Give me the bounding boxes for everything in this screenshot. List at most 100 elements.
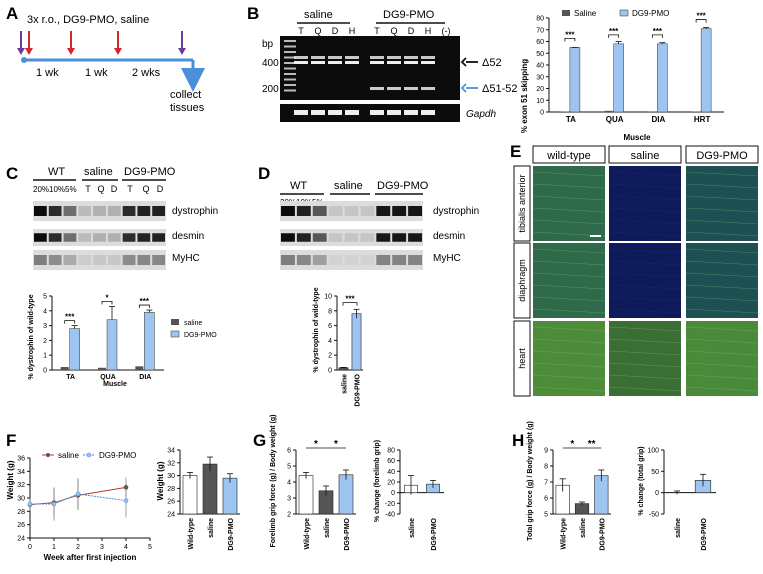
chart-b-cat-2: DIA xyxy=(651,115,665,124)
chart-f1-legend-dg9: DG9-PMO xyxy=(99,451,136,460)
blot-c-band-1-5 xyxy=(107,233,121,242)
ladder-band-4 xyxy=(284,62,296,64)
band-label-d5152: Δ51-52 xyxy=(482,83,517,95)
if-texture-0-1-2 xyxy=(608,195,682,201)
if-texture-1-0-0 xyxy=(532,248,606,254)
chart-d-dystrophin: % dystrophin of wild-type 0 2 4 6 8 10 saline D… xyxy=(313,287,363,407)
chart-c-legend-swatch-saline xyxy=(171,319,179,325)
if-texture-2-1-3 xyxy=(608,362,682,368)
if-col-header-box-2 xyxy=(685,145,759,164)
chart-d-cat-0: saline xyxy=(342,374,349,394)
blot-d-band-2-6 xyxy=(376,255,391,265)
if-texture-1-1-0 xyxy=(608,248,682,254)
if-texture-2-0-3 xyxy=(532,362,606,368)
chart-c-legend-dg9: DG9-PMO xyxy=(184,332,217,339)
band-upper-5 xyxy=(387,56,401,59)
blot-c-wt-label: WT xyxy=(48,166,65,178)
blot-c-group-saline: saline xyxy=(84,166,113,178)
if-texture-2-0-1 xyxy=(532,338,606,344)
chart-g1-ytick-label-0: 2 xyxy=(287,512,291,519)
chart-g1-cat-1: saline xyxy=(324,518,331,538)
blot-c-strip-2 xyxy=(33,250,166,270)
gel-lane-2: D xyxy=(332,26,339,36)
blot-c-band-1-8 xyxy=(152,233,165,242)
chart-c-bar-saline-2 xyxy=(135,366,144,370)
chart-d-sig: *** xyxy=(345,295,355,304)
if-texture-0-2-3 xyxy=(685,207,759,213)
blot-d-band-0-4 xyxy=(344,206,359,216)
gel-lane-5: Q xyxy=(390,26,397,36)
chart-b-ytick-label-1: 10 xyxy=(536,98,544,105)
blot-d-band-0-0 xyxy=(281,206,295,216)
chart-d-ytick-label-4: 8 xyxy=(328,308,332,315)
blot-d-band-1-4 xyxy=(344,233,359,242)
chart-f1-xlabel: Week after first injection xyxy=(44,553,137,562)
chart-g1-sig-1: * xyxy=(334,439,338,450)
gel-lane-1: Q xyxy=(314,26,321,36)
if-texture-0-2-5 xyxy=(685,231,759,237)
blot-c-wt-lane-2: 10% xyxy=(49,185,65,194)
chart-g1-ytick-label-3: 5 xyxy=(287,464,291,471)
ladder-band-3 xyxy=(284,56,296,59)
band-gapdh-4 xyxy=(370,110,384,115)
chart-h2-ytick-label-0: -50 xyxy=(649,512,659,519)
chart-h1-ytick-label-2: 7 xyxy=(544,480,548,487)
gel-lane-labels: T Q D H T Q D H (-) xyxy=(298,26,450,36)
blot-d-band-0-3 xyxy=(328,206,343,216)
band-d52-4 xyxy=(370,61,384,64)
ladder-band-2 xyxy=(284,51,296,53)
chart-c-bar-dg9-0 xyxy=(69,328,80,371)
blot-d-band-0-2 xyxy=(312,206,327,216)
chart-b-sig-0: *** xyxy=(565,30,575,39)
chart-f2-bar-2 xyxy=(222,477,238,515)
if-texture-1-1-3 xyxy=(608,284,682,290)
chart-h-total-change: % change (total grip) -50 0 50 100 saline DG9… xyxy=(638,446,716,551)
gel-lane-3: H xyxy=(349,26,356,36)
blot-d-band-0-8 xyxy=(408,206,422,216)
band-gapdh-6 xyxy=(404,110,418,115)
gel-image xyxy=(280,36,460,100)
if-texture-1-2-1 xyxy=(685,260,759,266)
blot-c-band-1-3 xyxy=(78,233,92,242)
blot-d-group-dg9: DG9-PMO xyxy=(377,180,429,192)
chart-g1-ylabel: Forelimb grip force (g) / Body weight (g… xyxy=(270,415,277,548)
band-d52-7 xyxy=(421,61,435,64)
chart-f1-xtick-label-3: 3 xyxy=(100,544,104,551)
ladder-band-7 xyxy=(284,78,296,81)
gel-lane-0: T xyxy=(298,26,304,36)
chart-c-sig-bracket-2 xyxy=(138,304,150,309)
chart-h-total-grip: Total grip force (g) / Body weight (g) 5… xyxy=(527,421,611,551)
chart-g1-ytick-label-1: 3 xyxy=(287,496,291,503)
chart-g2-cat-1: DG9-PMO xyxy=(431,517,438,550)
chart-d-ytick-label-2: 4 xyxy=(328,338,332,345)
chart-c-ylabel: % dystrophin of wild-type xyxy=(28,294,35,379)
chart-d-ytick-label-3: 6 xyxy=(328,323,332,330)
chart-b-sig-2: *** xyxy=(653,27,663,36)
band-d5152-6 xyxy=(404,87,418,90)
band-d5152-4 xyxy=(370,87,384,90)
gel-group-dg9: DG9-PMO xyxy=(383,9,435,21)
chart-f1-legend-saline: saline xyxy=(58,451,79,460)
panel-label-d: D xyxy=(258,164,270,183)
if-texture-1-0-5 xyxy=(532,308,606,314)
band-label-d52: Δ52 xyxy=(482,57,502,69)
blot-d-band-2-7 xyxy=(392,255,407,265)
if-texture-0-1-1 xyxy=(608,183,682,189)
dose-arrowhead-4 xyxy=(178,48,186,55)
if-col-header-box-1 xyxy=(608,145,682,164)
chart-b-sig-bracket-0 xyxy=(564,37,576,42)
blot-c-band-0-1 xyxy=(48,206,62,216)
blot-c-band-0-2 xyxy=(63,206,77,216)
chart-c-cat-1: QUA xyxy=(100,374,116,381)
blot-d-band-0-6 xyxy=(376,206,391,216)
blot-c-band-1-6 xyxy=(122,233,136,242)
if-texture-0-1-5 xyxy=(608,231,682,237)
if-texture-1-0-2 xyxy=(532,272,606,278)
panel-label-a: A xyxy=(6,4,18,23)
chart-f2-cat-1: saline xyxy=(208,518,215,538)
blot-c-band-2-0 xyxy=(34,255,47,265)
if-texture-1-2-4 xyxy=(685,296,759,302)
chart-g2-ylabel: % change (forelimb grip) xyxy=(374,440,381,522)
blot-c-band-1-2 xyxy=(63,233,77,242)
if-texture-0-2-4 xyxy=(685,219,759,225)
